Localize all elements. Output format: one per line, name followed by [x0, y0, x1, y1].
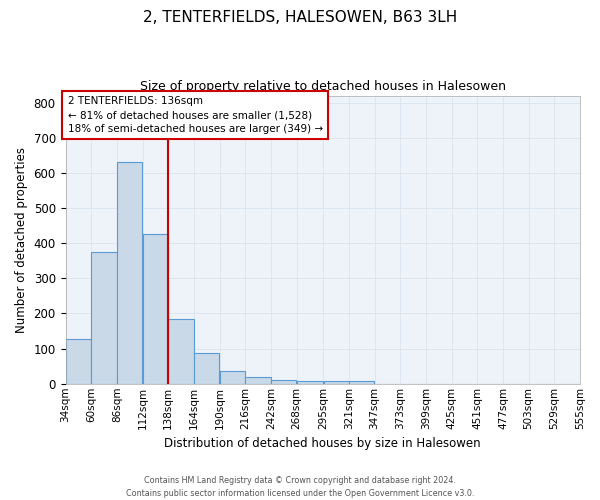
Bar [91, 252, 116, 384]
Bar [220, 372, 245, 384]
Title: Size of property relative to detached houses in Halesowen: Size of property relative to detached ho… [140, 80, 506, 93]
Text: 2 TENTERFIELDS: 136sqm
← 81% of detached houses are smaller (1,528)
18% of semi-: 2 TENTERFIELDS: 136sqm ← 81% of detached… [68, 96, 323, 134]
Bar [169, 318, 194, 384]
Bar [349, 381, 374, 384]
Bar [245, 378, 271, 384]
Bar [194, 353, 220, 384]
Y-axis label: Number of detached properties: Number of detached properties [15, 146, 28, 332]
X-axis label: Distribution of detached houses by size in Halesowen: Distribution of detached houses by size … [164, 437, 481, 450]
Text: Contains HM Land Registry data © Crown copyright and database right 2024.
Contai: Contains HM Land Registry data © Crown c… [126, 476, 474, 498]
Bar [297, 381, 323, 384]
Bar [271, 380, 296, 384]
Bar [66, 339, 91, 384]
Bar [323, 381, 349, 384]
Text: 2, TENTERFIELDS, HALESOWEN, B63 3LH: 2, TENTERFIELDS, HALESOWEN, B63 3LH [143, 10, 457, 25]
Bar [117, 162, 142, 384]
Bar [143, 234, 168, 384]
